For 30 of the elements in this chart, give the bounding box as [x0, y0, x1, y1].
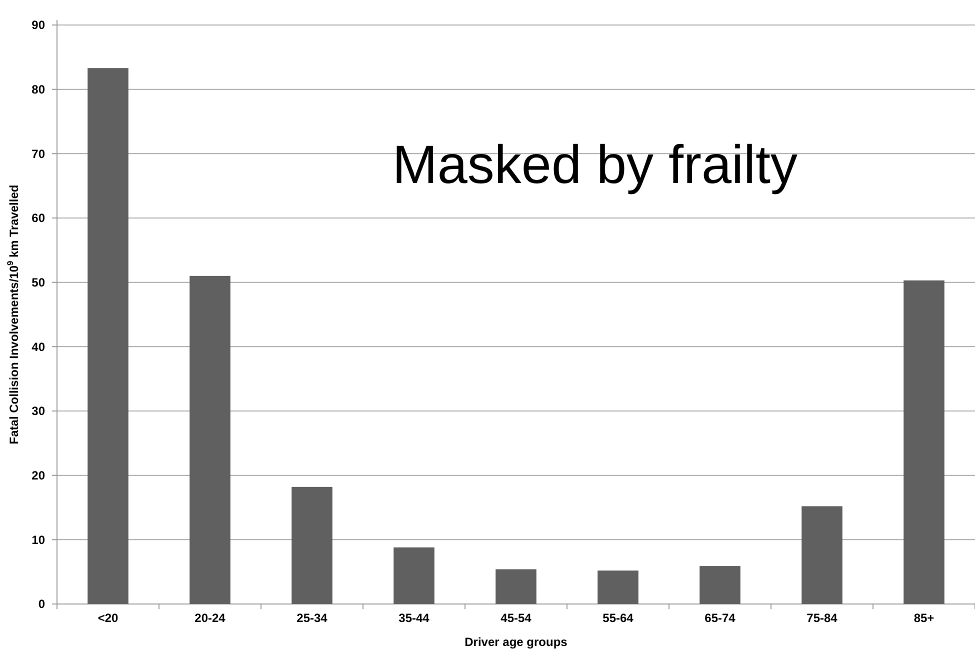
bar: [292, 486, 332, 604]
y-tick-label: 90: [32, 18, 46, 32]
y-tick-label: 0: [38, 597, 46, 612]
y-tick-label: 60: [32, 211, 46, 226]
bar: [88, 68, 128, 604]
x-tick-label: 75-84: [806, 611, 838, 625]
y-tick-label: 40: [32, 340, 46, 354]
x-tick-label: 65-74: [704, 611, 736, 625]
y-tick-label: 30: [32, 404, 46, 418]
x-tick-label: 85+: [914, 611, 934, 625]
y-tick-label: 10: [32, 532, 46, 547]
x-tick-label: 55-64: [602, 611, 634, 625]
y-tick-label: 50: [32, 276, 46, 290]
x-tick-label: 25-34: [296, 611, 328, 625]
x-tick-label: <20: [98, 611, 118, 625]
bar: [904, 280, 944, 604]
bar: [802, 506, 842, 604]
bar: [496, 569, 536, 604]
annotation: Masked by frailty: [392, 135, 798, 195]
bar: [598, 570, 638, 604]
bar: [190, 276, 230, 604]
y-tick-label: 70: [32, 146, 46, 161]
x-tick-label: 45-54: [500, 611, 532, 625]
x-tick-label: 35-44: [398, 611, 430, 625]
x-tick-label: 20-24: [194, 611, 226, 625]
y-tick-label: 80: [32, 82, 46, 97]
x-axis-title: Driver age groups: [464, 635, 568, 649]
bar: [700, 566, 740, 604]
y-tick-label: 20: [32, 468, 46, 483]
bar: [394, 547, 434, 604]
